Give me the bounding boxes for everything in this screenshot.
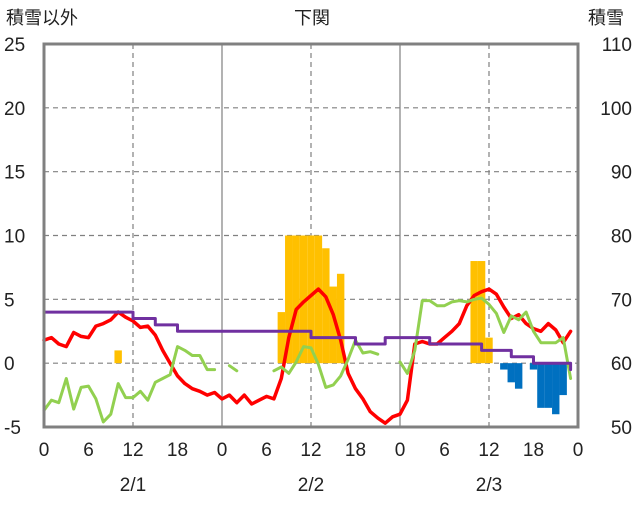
x-tick-label: 18 xyxy=(345,440,366,461)
positive-bar xyxy=(336,273,345,364)
x-tick-label: 0 xyxy=(395,440,406,461)
right-tick-label: 100 xyxy=(600,99,632,120)
x-date-label: 2/1 xyxy=(120,475,146,496)
red-series-line xyxy=(42,287,573,425)
negative-bar xyxy=(559,363,567,396)
negative-bar xyxy=(544,363,553,408)
series-lines xyxy=(42,287,573,425)
x-tick-label: 0 xyxy=(217,440,228,461)
positive-bar xyxy=(307,235,315,364)
x-tick-label: 6 xyxy=(83,440,94,461)
x-date-label: 2/2 xyxy=(298,475,324,496)
left-axis-title: 積雪以外 xyxy=(6,8,78,28)
positive-bar xyxy=(285,235,293,364)
x-date-label: 2/3 xyxy=(476,475,502,496)
positive-bar xyxy=(314,235,323,364)
x-tick-label: 12 xyxy=(478,440,499,461)
x-tick-label: 6 xyxy=(261,440,272,461)
positive-bar xyxy=(470,261,478,364)
x-tick-label: 12 xyxy=(300,440,321,461)
negative-bar xyxy=(537,363,545,408)
x-axis-ticks: 0 6 12 18 0 6 12 18 0 6 12 18 0 xyxy=(39,440,584,461)
negative-bar xyxy=(500,363,508,370)
left-tick-label: 5 xyxy=(4,290,15,311)
x-tick-label: 0 xyxy=(573,440,584,461)
right-tick-label: 50 xyxy=(611,418,632,439)
x-tick-label: 18 xyxy=(167,440,188,461)
right-tick-label: 80 xyxy=(611,227,632,248)
negative-bar xyxy=(514,363,523,389)
positive-bar xyxy=(114,350,122,364)
left-tick-label: 15 xyxy=(4,163,25,184)
x-tick-label: 12 xyxy=(122,440,143,461)
x-tick-label: 0 xyxy=(39,440,50,461)
left-tick-label: 25 xyxy=(4,35,25,56)
snow-bars xyxy=(114,235,567,415)
negative-bar xyxy=(507,363,515,383)
left-tick-label: 20 xyxy=(4,99,25,120)
right-tick-label: 110 xyxy=(602,35,632,56)
left-axis-ticks: 25 20 15 10 5 0 -5 xyxy=(4,35,25,439)
positive-bar xyxy=(477,261,486,364)
x-tick-label: 6 xyxy=(439,440,450,461)
right-tick-label: 90 xyxy=(611,163,632,184)
right-tick-label: 70 xyxy=(611,290,632,311)
left-tick-label: 10 xyxy=(4,227,25,248)
positive-bar xyxy=(277,312,286,364)
purple-series-line xyxy=(42,310,573,372)
chart-title: 下関 xyxy=(294,8,330,28)
plot-frame xyxy=(42,42,580,429)
positive-bar xyxy=(322,248,330,364)
right-axis-ticks: 110 100 90 80 70 60 50 xyxy=(600,35,632,439)
left-tick-label: -5 xyxy=(4,418,21,439)
negative-bar xyxy=(529,363,538,370)
negative-bar xyxy=(552,363,560,415)
positive-bar xyxy=(292,235,300,364)
x-date-labels: 2/1 2/2 2/3 xyxy=(120,475,502,496)
positive-bar xyxy=(299,235,308,364)
right-axis-title: 積雪 xyxy=(588,8,624,28)
left-tick-label: 0 xyxy=(4,354,15,375)
green-series-line xyxy=(42,296,573,424)
right-tick-label: 60 xyxy=(611,354,632,375)
positive-bar xyxy=(329,286,337,364)
x-tick-label: 18 xyxy=(523,440,544,461)
